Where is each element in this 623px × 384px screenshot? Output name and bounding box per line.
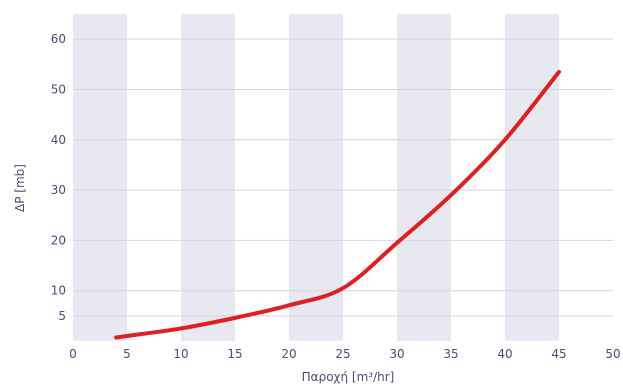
y-tick-labels: 5 10 20 30 40 50 60: [51, 32, 66, 323]
background-band: [289, 14, 343, 341]
y-axis-title: ΔP [mb]: [13, 164, 27, 212]
x-tick-labels: 0 5 10 15 20 25 30 35 40 45 50: [69, 347, 620, 361]
gridlines: [73, 38, 613, 317]
background-band: [181, 14, 235, 341]
x-tick-label: 50: [605, 347, 620, 361]
background-band: [397, 14, 451, 341]
x-tick-label: 5: [123, 347, 131, 361]
x-tick-label: 20: [281, 347, 296, 361]
series-line: [114, 69, 561, 340]
x-tick-label: 35: [443, 347, 458, 361]
y-tick-label: 50: [51, 82, 66, 96]
x-tick-label: 25: [335, 347, 350, 361]
y-tick-label: 30: [51, 183, 66, 197]
x-axis-title: Παροχή [m³/hr]: [302, 370, 395, 384]
x-tick-label: 0: [69, 347, 77, 361]
background-bands: [73, 14, 559, 341]
series-group: [114, 69, 561, 340]
y-tick-label: 60: [51, 32, 66, 46]
x-tick-label: 45: [551, 347, 566, 361]
x-tick-label: 30: [389, 347, 404, 361]
x-tick-label: 15: [227, 347, 242, 361]
y-tick-label: 10: [51, 284, 66, 298]
y-tick-label: 5: [58, 309, 66, 323]
background-band: [73, 14, 127, 341]
x-tick-label: 10: [173, 347, 188, 361]
background-band: [505, 14, 559, 341]
y-tick-label: 40: [51, 133, 66, 147]
x-tick-label: 40: [497, 347, 512, 361]
y-tick-label: 20: [51, 233, 66, 247]
